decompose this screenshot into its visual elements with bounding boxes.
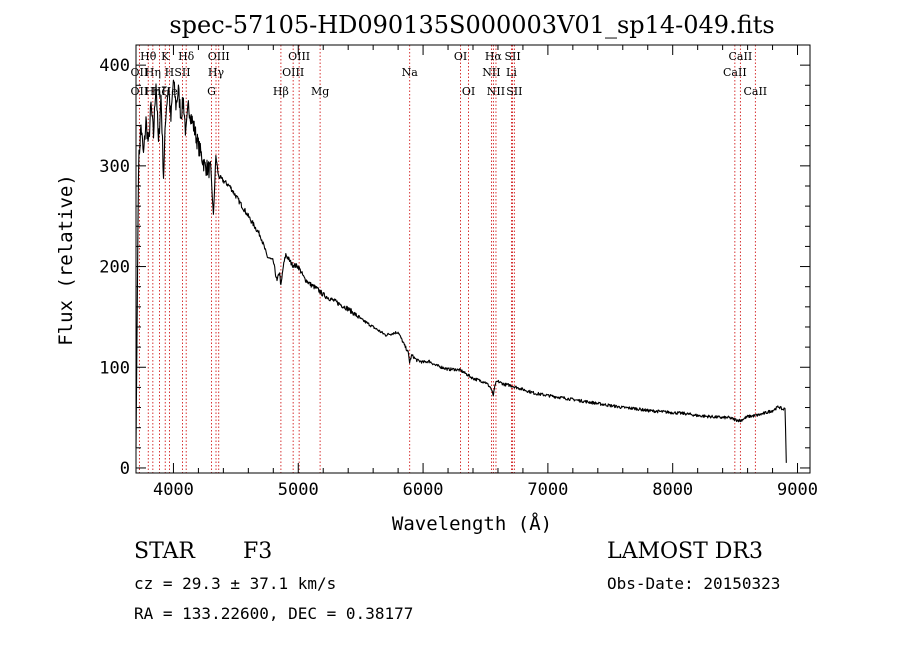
y-tick-label: 200 [99, 258, 130, 278]
line-label: SII [174, 66, 190, 79]
survey-name: LAMOST DR3 [607, 539, 763, 564]
line-label: CaII [743, 85, 767, 98]
line-label: CaII [723, 66, 747, 79]
x-axis: 4000 5000 6000 7000 8000 9000 [153, 45, 818, 500]
x-tick-label: 7000 [527, 480, 568, 500]
y-axis-label: Flux (relative) [55, 174, 77, 346]
line-label: SII [504, 50, 520, 63]
y-tick-label: 100 [99, 358, 130, 378]
line-label: He [162, 85, 178, 98]
line-label: Hδ [178, 50, 195, 63]
line-label: CaII [729, 50, 753, 63]
line-label: OII [131, 85, 149, 98]
line-label: Mg [311, 85, 329, 98]
x-tick-label: 4000 [153, 480, 194, 500]
observation-date: Obs-Date: 20150323 [607, 574, 781, 593]
line-label: OII [131, 66, 149, 79]
y-tick-label: 400 [99, 56, 130, 76]
line-label: OIII [288, 50, 310, 63]
line-label: Hγ [208, 66, 225, 79]
line-label: K [161, 50, 170, 63]
line-label: Na [402, 66, 419, 79]
line-label: OIII [282, 66, 304, 79]
line-label: NII [482, 66, 500, 79]
object-subclass: F3 [243, 539, 273, 564]
y-tick-label: 300 [99, 157, 130, 177]
line-label: Hθ [140, 50, 157, 63]
x-tick-label: 5000 [278, 480, 319, 500]
y-tick-label: 0 [120, 459, 130, 479]
line-label: Hα [485, 50, 503, 63]
x-tick-label: 8000 [652, 480, 693, 500]
x-tick-label: 6000 [403, 480, 444, 500]
line-label: Hη [145, 66, 161, 79]
line-label: NII [487, 85, 505, 98]
plot-frame [135, 44, 811, 474]
spectrum-line [135, 79, 787, 463]
line-markers [138, 45, 756, 473]
x-tick-label: 9000 [777, 480, 818, 500]
object-class: STAR [134, 539, 195, 564]
line-label: H [165, 66, 175, 79]
line-label: SII [506, 85, 522, 98]
chart-title: spec-57105-HD090135S000003V01_sp14-049.f… [169, 11, 774, 39]
y-axis: 0 100 200 300 400 [99, 56, 810, 479]
line-label: OIII [208, 50, 230, 63]
redshift-velocity: cz = 29.3 ± 37.1 km/s [134, 574, 337, 593]
x-axis-label: Wavelength (Å) [392, 512, 552, 535]
line-label: OI [454, 50, 467, 63]
line-label: G [207, 85, 216, 98]
line-label: OI [462, 85, 475, 98]
line-label: Hβ [273, 85, 289, 98]
coordinates: RA = 133.22600, DEC = 0.38177 [134, 604, 414, 623]
line-label: Li [506, 66, 517, 79]
